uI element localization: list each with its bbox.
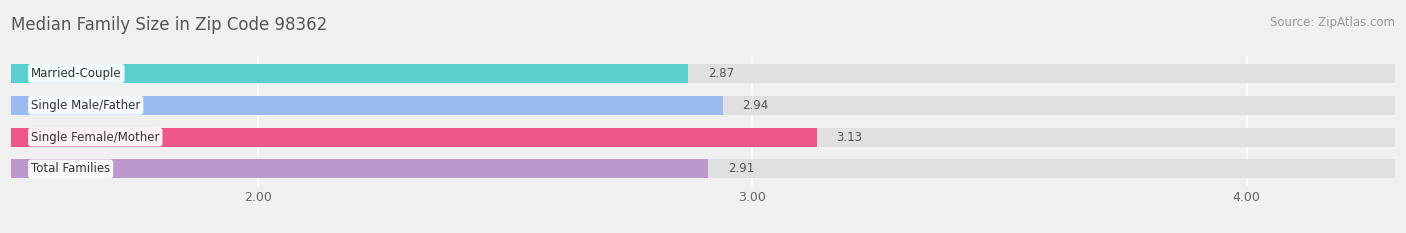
Bar [11, 96, 723, 115]
Bar [11, 159, 709, 178]
Bar [11, 127, 817, 147]
Text: Single Male/Father: Single Male/Father [31, 99, 141, 112]
Text: Total Families: Total Families [31, 162, 110, 175]
Bar [11, 64, 688, 83]
Text: Median Family Size in Zip Code 98362: Median Family Size in Zip Code 98362 [11, 16, 328, 34]
Text: Married-Couple: Married-Couple [31, 67, 122, 80]
Bar [11, 127, 1395, 147]
Text: 2.87: 2.87 [709, 67, 734, 80]
Bar [11, 64, 1395, 83]
Text: 2.94: 2.94 [742, 99, 769, 112]
Text: Single Female/Mother: Single Female/Mother [31, 130, 159, 144]
Text: 2.91: 2.91 [728, 162, 754, 175]
Bar [11, 159, 1395, 178]
Text: Source: ZipAtlas.com: Source: ZipAtlas.com [1270, 16, 1395, 29]
Text: 3.13: 3.13 [837, 130, 862, 144]
Bar [11, 96, 1395, 115]
